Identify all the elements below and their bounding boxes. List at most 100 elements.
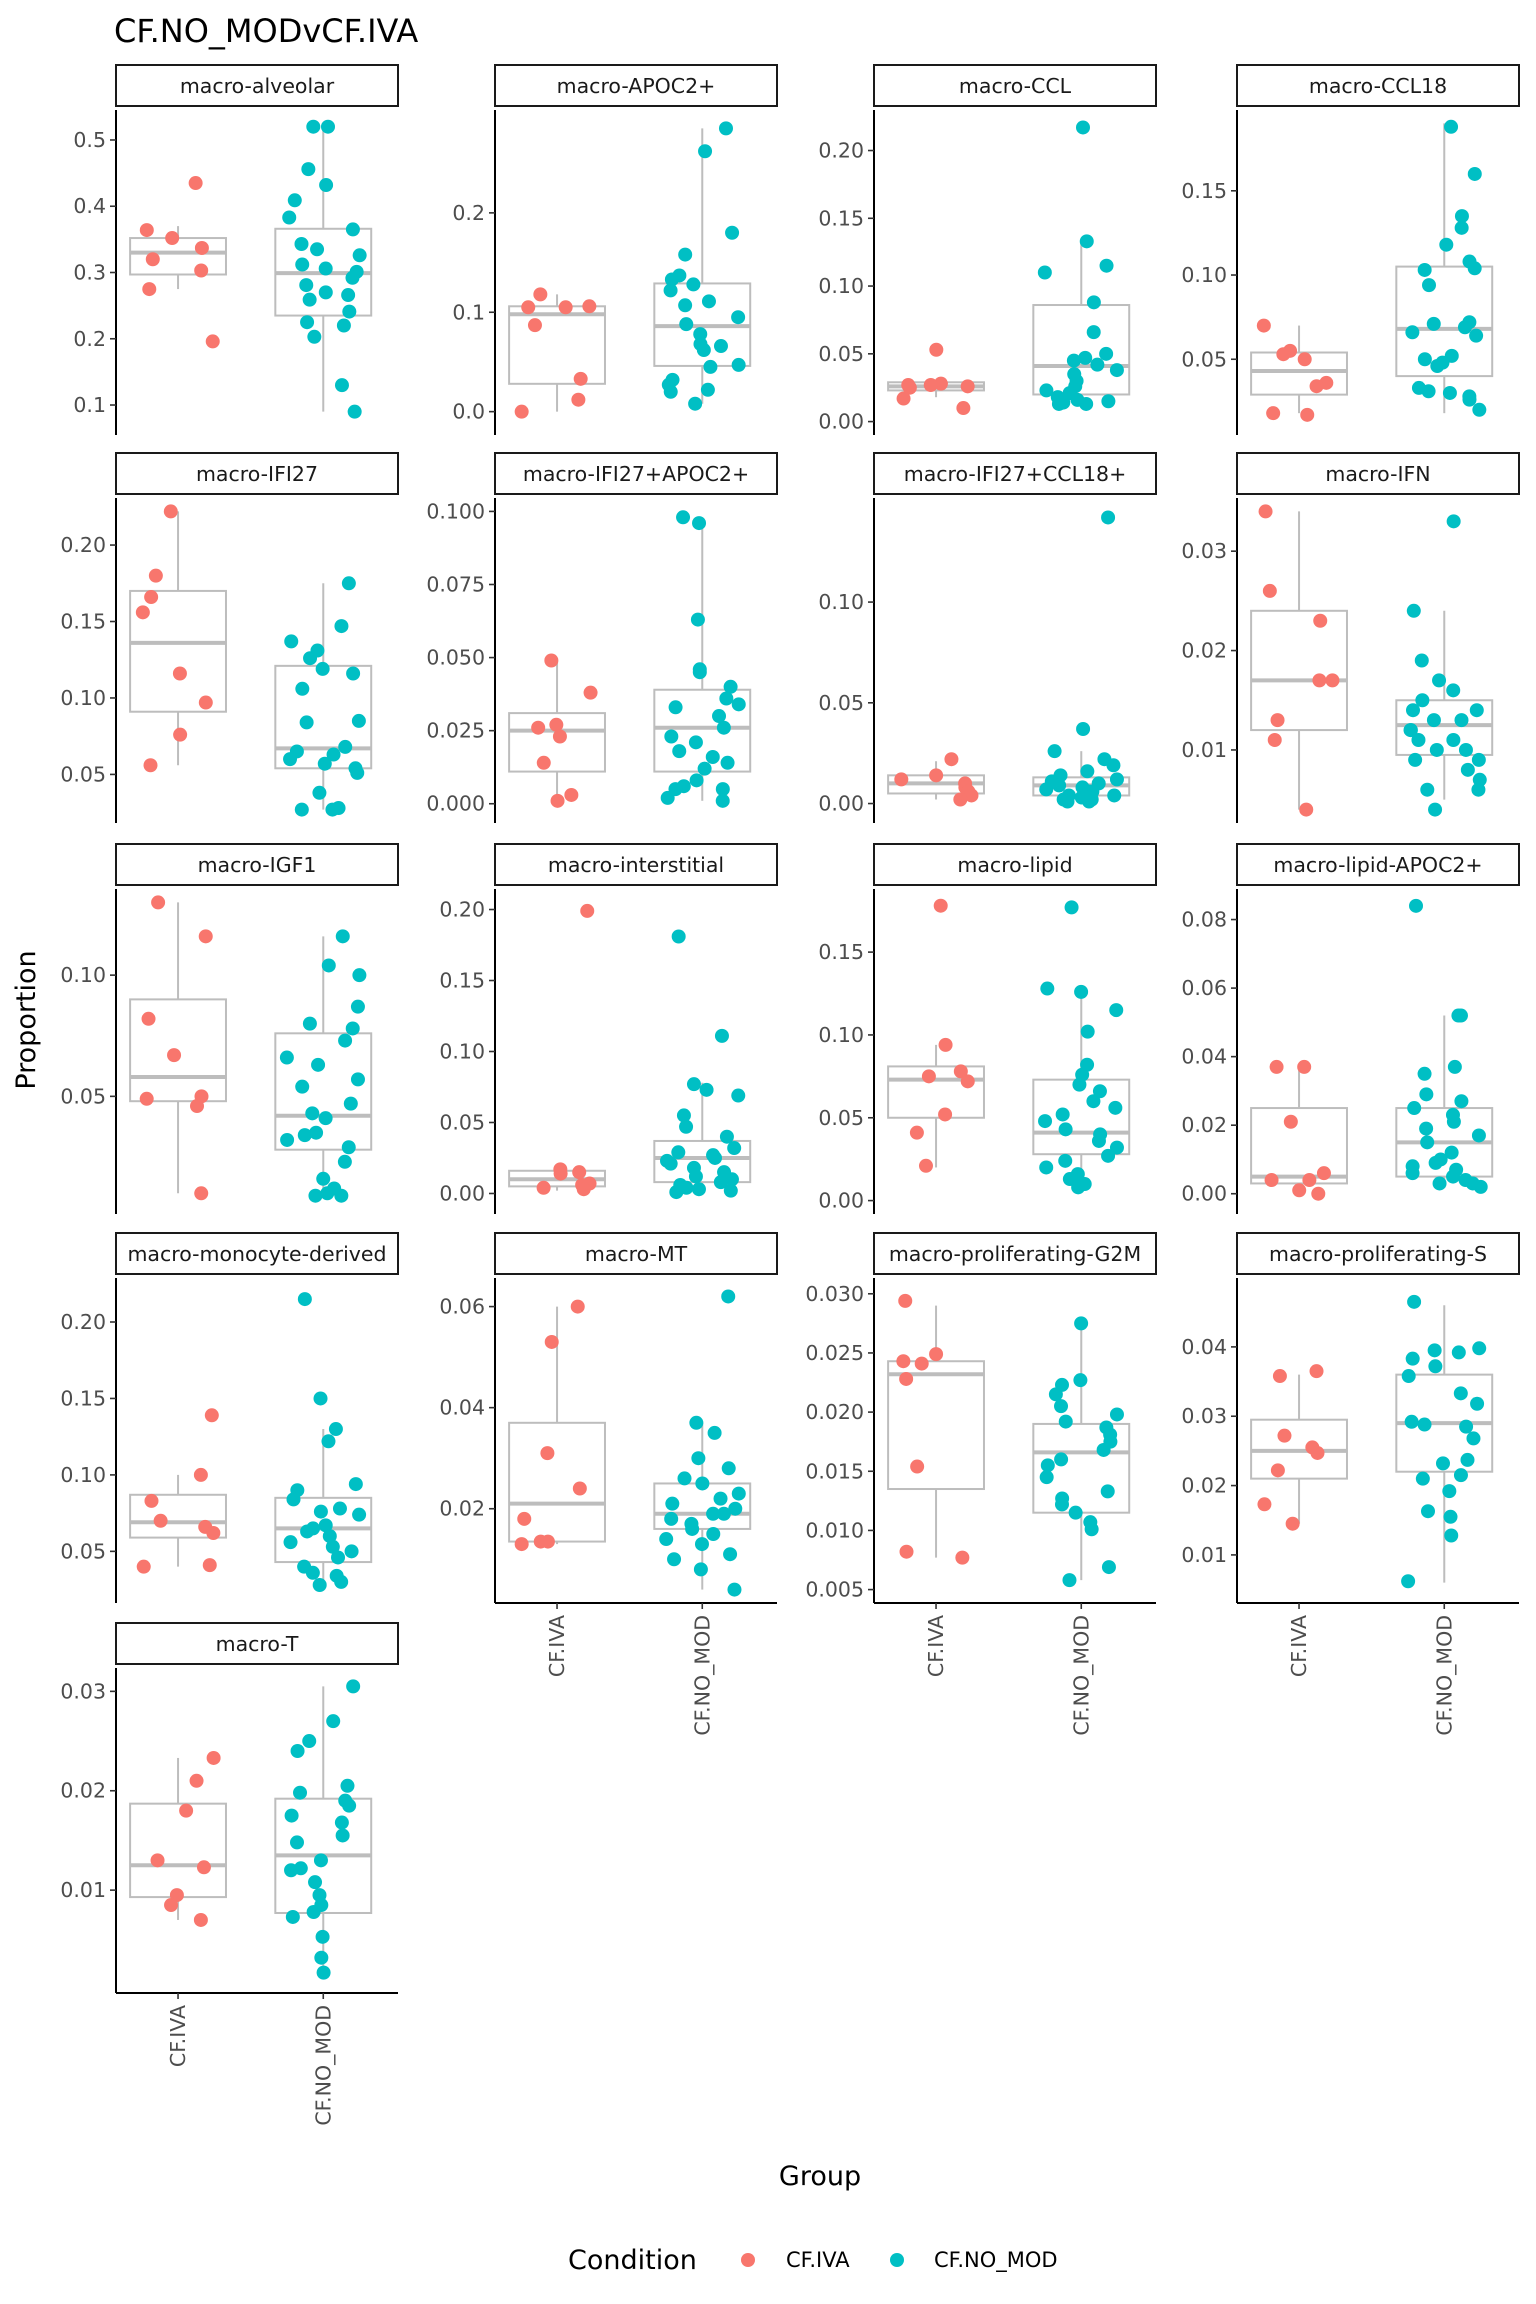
data-point-cf-iva [163, 504, 178, 519]
data-point-cf-no-mod [1451, 1345, 1466, 1360]
data-point-cf-no-mod [345, 1021, 360, 1036]
data-point-cf-iva [165, 231, 180, 246]
strip-box [115, 452, 399, 495]
strip-box [1236, 843, 1520, 886]
data-point-cf-no-mod [1471, 1128, 1486, 1143]
data-point-cf-no-mod [308, 1188, 323, 1203]
data-point-cf-no-mod [1078, 350, 1093, 365]
box-cf-no-mod [274, 1032, 373, 1151]
panel-macro-proliferating-g2m: macro-proliferating-G2M 0.005 0.010 0.015 0.… [805, 1232, 1157, 1736]
data-point-cf-no-mod [318, 261, 333, 276]
data-point-cf-iva [1285, 1516, 1300, 1531]
data-point-cf-no-mod [721, 1289, 736, 1304]
data-point-cf-no-mod [1414, 653, 1429, 668]
data-point-cf-iva [172, 666, 187, 681]
data-point-cf-iva [929, 1347, 944, 1362]
data-point-cf-no-mod [1092, 1084, 1107, 1099]
data-point-cf-iva [1266, 406, 1281, 421]
data-point-cf-iva [540, 1534, 555, 1549]
data-point-cf-no-mod [677, 1471, 692, 1486]
data-point-cf-no-mod [306, 119, 321, 134]
data-point-cf-iva [953, 792, 968, 807]
data-point-cf-iva [145, 252, 160, 267]
data-point-cf-iva [1309, 379, 1324, 394]
data-point-cf-no-mod [1454, 220, 1469, 235]
y-tick-label: 0.0 [452, 400, 485, 424]
data-point-cf-no-mod [1091, 1133, 1106, 1148]
data-point-cf-iva [150, 1853, 165, 1868]
strip-label: macro-IFI27+APOC2+ [523, 462, 749, 486]
chart-title: CF.NO_MODvCF.IVA [114, 12, 418, 50]
y-tick-label: 0.3 [73, 261, 106, 285]
data-point-cf-iva [902, 380, 917, 395]
data-point-cf-no-mod [696, 343, 711, 358]
data-point-cf-no-mod [667, 1552, 682, 1567]
data-point-cf-iva [1270, 713, 1285, 728]
y-tick-label: 0.02 [439, 1497, 485, 1521]
data-point-cf-iva [190, 1099, 205, 1114]
data-point-cf-iva [553, 1166, 568, 1181]
data-point-cf-no-mod [664, 729, 679, 744]
data-point-cf-no-mod [685, 1521, 700, 1536]
data-point-cf-no-mod [1428, 802, 1443, 817]
data-point-cf-iva [933, 898, 948, 913]
data-point-cf-no-mod [1109, 1003, 1124, 1018]
data-point-cf-no-mod [671, 1145, 686, 1160]
data-point-cf-no-mod [659, 1532, 674, 1547]
data-point-cf-no-mod [1401, 1369, 1416, 1384]
strip-box [1236, 452, 1520, 495]
data-point-cf-no-mod [1106, 758, 1121, 773]
data-point-cf-no-mod [319, 178, 334, 193]
data-point-cf-no-mod [1039, 383, 1054, 398]
data-point-cf-iva [549, 717, 564, 732]
data-point-cf-no-mod [315, 661, 330, 676]
y-tick-label: 0.00 [818, 1189, 864, 1213]
data-point-cf-no-mod [695, 1476, 710, 1491]
data-point-cf-no-mod [334, 378, 349, 393]
data-point-cf-iva [909, 1125, 924, 1140]
strip-label: macro-monocyte-derived [127, 1242, 386, 1266]
data-point-cf-no-mod [310, 242, 325, 257]
box-cf-no-mod [653, 1139, 752, 1184]
x-tick-label: CF.IVA [166, 2005, 190, 2067]
strip-box [873, 1232, 1157, 1275]
data-point-cf-no-mod [1420, 1504, 1435, 1519]
data-point-cf-no-mod [1447, 1059, 1462, 1074]
data-point-cf-no-mod [1428, 1359, 1443, 1374]
data-point-cf-iva [1256, 318, 1271, 333]
y-tick-label: 0.15 [439, 969, 485, 993]
y-tick-label: 0.10 [60, 963, 106, 987]
data-point-cf-iva [580, 903, 595, 918]
data-point-cf-iva [204, 1408, 219, 1423]
data-point-cf-iva [173, 727, 188, 742]
data-point-cf-no-mod [1074, 984, 1089, 999]
box-cf-iva [887, 1360, 985, 1491]
data-point-cf-no-mod [1079, 234, 1094, 249]
data-point-cf-iva [570, 1299, 585, 1314]
data-point-cf-iva [923, 377, 938, 392]
data-point-cf-no-mod [1109, 363, 1124, 378]
data-point-cf-no-mod [338, 739, 353, 754]
y-tick-label: 0.100 [426, 499, 485, 523]
y-tick-label: 0.1 [452, 300, 485, 324]
data-point-cf-no-mod [691, 1182, 706, 1197]
data-point-cf-no-mod [313, 1391, 328, 1406]
data-point-cf-no-mod [1101, 1560, 1116, 1575]
data-point-cf-iva [1269, 1059, 1284, 1074]
data-point-cf-iva [582, 299, 597, 314]
data-point-cf-iva [929, 768, 944, 783]
data-point-cf-no-mod [668, 700, 683, 715]
data-point-cf-no-mod [331, 1550, 346, 1565]
data-point-cf-no-mod [335, 1828, 350, 1843]
y-tick-label: 0.10 [818, 590, 864, 614]
data-point-cf-no-mod [1060, 794, 1075, 809]
data-point-cf-no-mod [706, 1506, 721, 1521]
data-point-cf-no-mod [706, 1526, 721, 1541]
data-point-cf-no-mod [1419, 1087, 1434, 1102]
strip-label: macro-proliferating-S [1269, 1242, 1487, 1266]
data-point-cf-no-mod [1096, 1442, 1111, 1457]
data-point-cf-no-mod [699, 1082, 714, 1097]
y-tick-label: 0.2 [452, 201, 485, 225]
data-point-cf-no-mod [306, 1904, 321, 1919]
